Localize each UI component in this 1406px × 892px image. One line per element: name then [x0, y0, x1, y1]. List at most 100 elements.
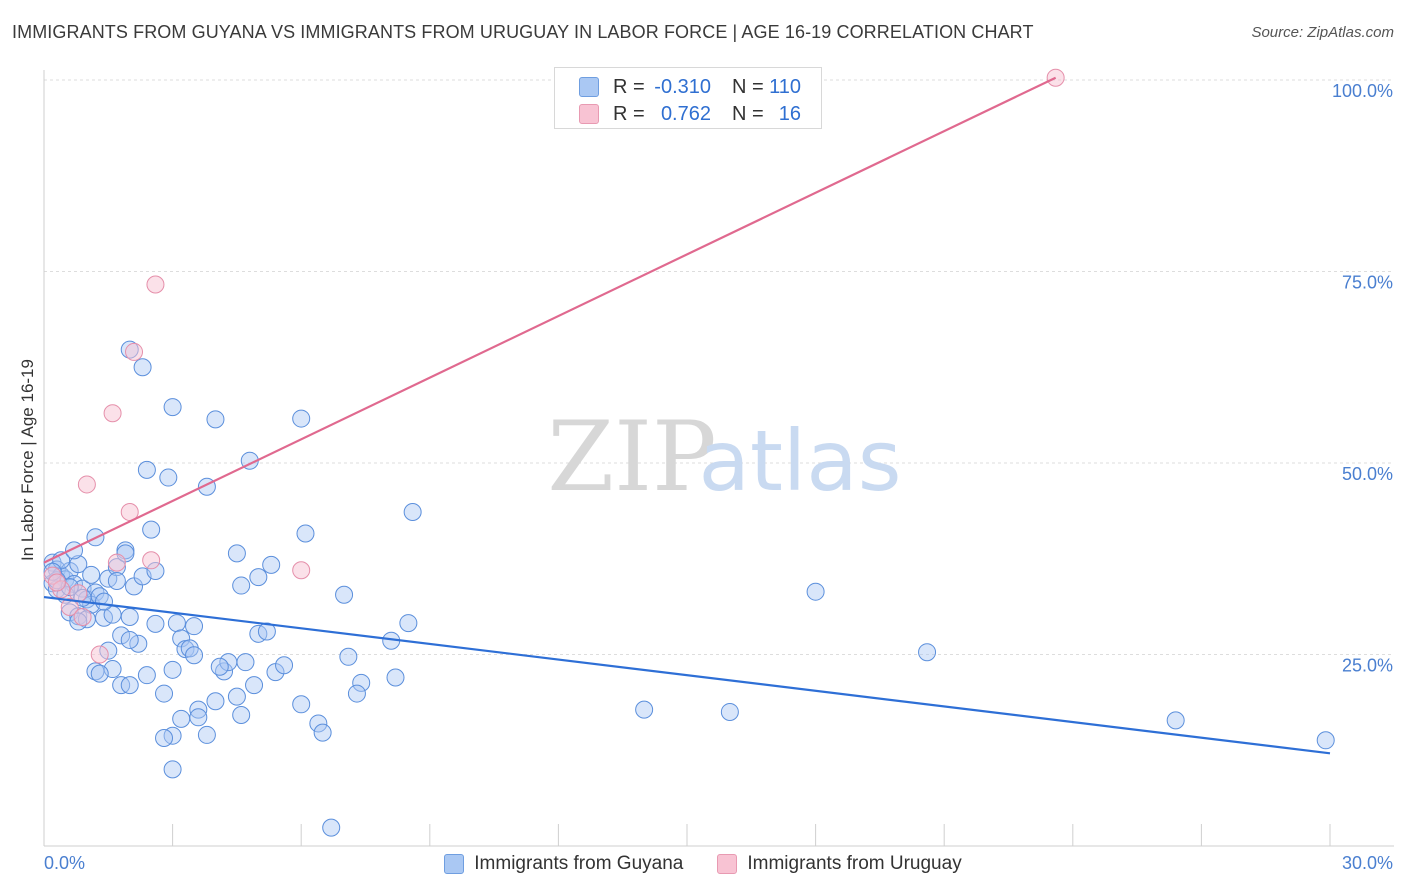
guyana-point — [210, 657, 229, 676]
stats-row-uruguay: R = 0.762 N = 16 — [555, 100, 821, 128]
guyana-trend-line — [43, 595, 1331, 755]
legend-item-uruguay[interactable]: Immigrants from Uruguay — [717, 853, 962, 875]
guyana-points — [43, 340, 1335, 837]
guyana-point — [120, 607, 139, 626]
guyana-point — [133, 358, 152, 377]
chart-title: IMMIGRANTS FROM GUYANA VS IMMIGRANTS FRO… — [12, 22, 1034, 42]
guyana-point — [275, 656, 294, 675]
uruguay-point — [60, 598, 79, 617]
r-label: R = — [613, 75, 645, 98]
guyana-point — [206, 410, 225, 429]
n-value: 110 — [769, 75, 801, 98]
r-label: R = — [613, 102, 645, 125]
y-tick-label: 50.0% — [1342, 464, 1393, 484]
guyana-point — [172, 709, 191, 728]
guyana-point — [227, 687, 246, 706]
guyana-point — [197, 725, 216, 744]
y-tick-label: 25.0% — [1342, 656, 1393, 676]
guyana-point — [403, 503, 422, 522]
x-tick-label: 30.0% — [1342, 853, 1393, 873]
y-tick-label: 100.0% — [1332, 81, 1393, 101]
guyana-point — [352, 673, 371, 692]
guyana-point — [257, 622, 276, 641]
guyana-point — [347, 684, 366, 703]
uruguay-point — [77, 475, 96, 494]
uruguay-point — [107, 553, 126, 572]
uruguay-swatch — [579, 104, 599, 124]
guyana-point — [155, 684, 174, 703]
guyana-point — [82, 565, 101, 584]
guyana-point — [635, 700, 654, 719]
guyana-point — [129, 634, 148, 653]
guyana-point — [918, 643, 937, 662]
guyana-point — [146, 614, 165, 633]
guyana-swatch — [579, 77, 599, 97]
uruguay-point — [125, 342, 144, 361]
guyana-point — [232, 706, 251, 725]
guyana-point — [806, 582, 825, 601]
guyana-point — [155, 728, 174, 747]
guyana-point — [227, 544, 246, 563]
guyana-point — [163, 660, 182, 679]
legend-swatch-guyana — [444, 854, 465, 874]
guyana-point — [249, 568, 268, 587]
guyana-point — [189, 700, 208, 719]
uruguay-point — [292, 561, 311, 580]
guyana-point — [120, 676, 139, 695]
legend-item-guyana[interactable]: Immigrants from Guyana — [444, 853, 683, 875]
stats-box: R = -0.310 N = 110 R = 0.762 N = 16 — [554, 67, 822, 129]
legend-label-guyana: Immigrants from Guyana — [474, 853, 684, 874]
guyana-point — [137, 460, 156, 479]
uruguay-point — [142, 551, 161, 570]
guyana-point — [112, 626, 131, 645]
guyana-point — [386, 668, 405, 687]
guyana-point — [69, 555, 88, 574]
uruguay-point — [73, 607, 92, 626]
guyana-point — [245, 676, 264, 695]
guyana-point — [90, 664, 109, 683]
guyana-point — [313, 723, 332, 742]
legend-label-uruguay: Immigrants from Uruguay — [747, 853, 962, 874]
guyana-point — [232, 576, 251, 595]
guyana-point — [262, 555, 281, 574]
legend-swatch-uruguay — [717, 854, 738, 874]
x-tick-label: 0.0% — [44, 853, 85, 873]
guyana-point — [142, 520, 161, 539]
guyana-point — [163, 398, 182, 417]
guyana-point — [107, 571, 126, 590]
guyana-point — [185, 646, 204, 665]
n-label: N = — [732, 75, 764, 98]
uruguay-points — [43, 68, 1065, 664]
source-label: Source: ZipAtlas.com — [1251, 24, 1394, 41]
watermark-atlas: atlas — [699, 412, 902, 510]
axes — [43, 70, 1394, 847]
uruguay-point — [103, 404, 122, 423]
watermark: ZIP atlas — [547, 401, 901, 513]
guyana-point — [236, 653, 255, 672]
guyana-point — [159, 468, 178, 487]
n-value: 16 — [778, 102, 801, 125]
stats-row-guyana: R = -0.310 N = 110 — [555, 73, 821, 101]
guyana-point — [339, 647, 358, 666]
guyana-point — [322, 818, 341, 837]
r-value: 0.762 — [660, 102, 711, 125]
watermark-zip: ZIP — [547, 401, 716, 513]
legend: Immigrants from Guyana Immigrants from U… — [0, 850, 1406, 878]
guyana-point — [137, 666, 156, 685]
uruguay-point — [47, 573, 66, 592]
uruguay-point — [90, 645, 109, 664]
y-tick-label: 75.0% — [1342, 273, 1393, 293]
uruguay-trend-line — [43, 76, 1057, 564]
guyana-point — [1166, 711, 1185, 730]
guyana-point — [399, 614, 418, 633]
n-label: N = — [732, 102, 764, 125]
guyana-point — [167, 614, 186, 633]
guyana-point — [296, 524, 315, 543]
r-value: -0.310 — [654, 75, 711, 98]
guyana-point — [95, 592, 114, 611]
guyana-point — [1316, 731, 1335, 750]
guyana-point — [185, 617, 204, 636]
uruguay-point — [146, 275, 165, 294]
guyana-point — [189, 708, 208, 727]
